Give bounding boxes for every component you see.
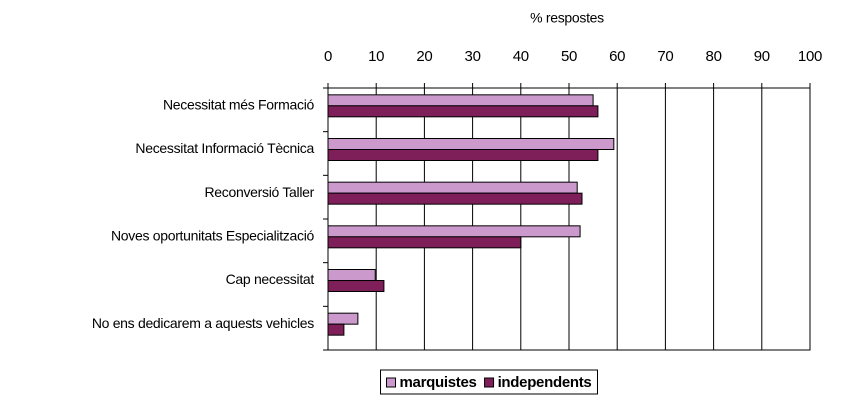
y-tick-label: Noves oportunitats Especialització (111, 228, 315, 244)
x-tick-label: 80 (706, 48, 722, 65)
legend-label: independents (498, 374, 592, 391)
x-tick-label: 10 (368, 48, 384, 65)
bar (327, 236, 522, 249)
y-tick-label: Necessitat més Formació (163, 97, 315, 113)
bar (327, 94, 594, 107)
bar (327, 181, 578, 194)
legend: marquistes independents (380, 369, 598, 395)
bar (327, 312, 359, 325)
axis-title: % respostes (530, 10, 604, 26)
x-tick-label: 50 (561, 48, 577, 65)
bar (327, 225, 581, 238)
x-tick-label: 30 (465, 48, 481, 65)
x-tick-label: 100 (798, 48, 822, 65)
x-tick-label: 60 (609, 48, 625, 65)
bar (327, 149, 599, 161)
y-tick-label: Reconversió Taller (204, 184, 314, 200)
x-tick-label: 90 (754, 48, 770, 65)
bar (327, 138, 615, 150)
bar (327, 192, 583, 205)
y-tick-label: No ens dedicarem a aquests vehicles (92, 315, 314, 331)
y-tick-label: Necessitat Informació Tècnica (135, 140, 314, 156)
legend-label: marquistes (400, 374, 477, 391)
bar (327, 105, 599, 118)
legend-swatch (386, 377, 397, 388)
bar (327, 323, 345, 336)
x-tick-label: 40 (513, 48, 529, 65)
legend-swatch (484, 377, 495, 388)
bar (327, 280, 385, 292)
bar (327, 269, 376, 281)
x-tick-label: 70 (657, 48, 673, 65)
y-tick-label: Cap necessitat (226, 271, 315, 287)
x-tick-label: 20 (416, 48, 432, 65)
x-tick-label: 0 (324, 48, 332, 65)
